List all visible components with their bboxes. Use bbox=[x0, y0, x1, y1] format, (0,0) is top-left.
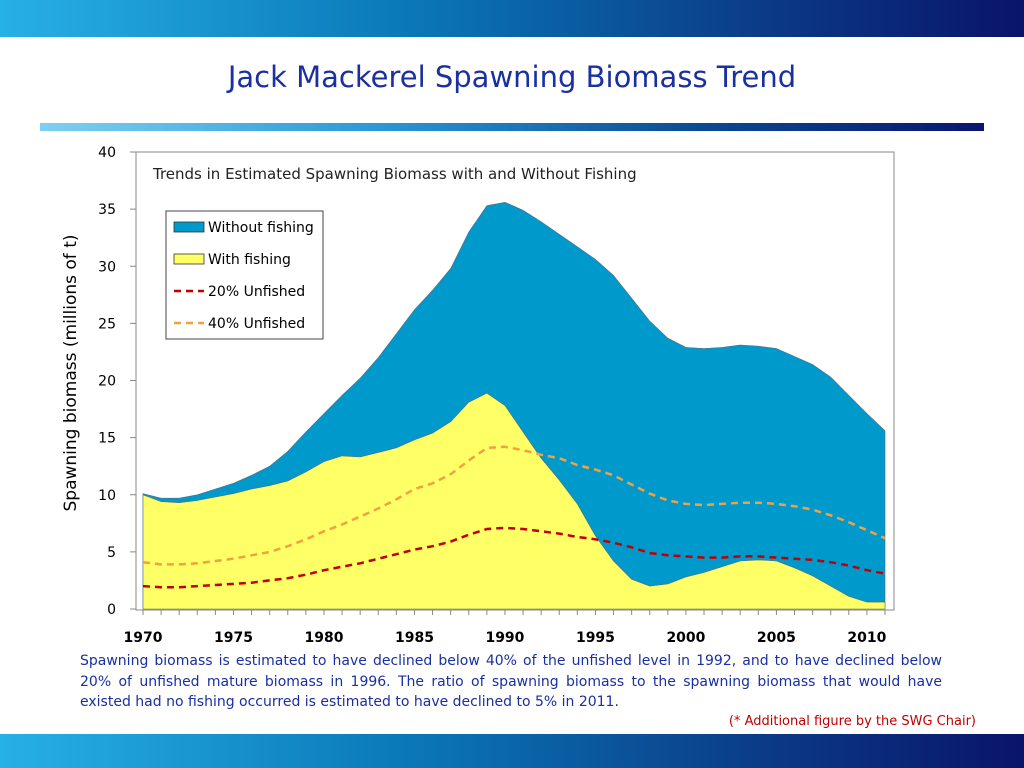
x-tick-label: 2000 bbox=[666, 630, 705, 646]
y-tick-label: 40 bbox=[98, 145, 116, 161]
biomass-chart: 0 5 10 15 20 25 30 35 40 1970 1975 1980 1985 1990 1995… bbox=[61, 145, 895, 646]
top-header-band bbox=[0, 0, 1024, 37]
line-layer bbox=[142, 445, 886, 589]
line-20pct-unfished bbox=[142, 526, 886, 589]
x-tick-label: 1990 bbox=[485, 630, 524, 646]
y-tick-label: 20 bbox=[98, 374, 116, 390]
bottom-footer-band bbox=[0, 734, 1024, 768]
y-tick-label: 5 bbox=[107, 545, 116, 561]
legend-label-with-fishing: With fishing bbox=[208, 252, 291, 268]
figure-credit: (* Additional figure by the SWG Chair) bbox=[728, 714, 976, 729]
x-tick-label: 1995 bbox=[576, 630, 615, 646]
y-axis-title: Spawning biomass (millions of t) bbox=[61, 235, 81, 512]
x-tick-label: 2005 bbox=[757, 630, 796, 646]
line-40pct-unfished bbox=[142, 445, 886, 566]
legend-swatch-without-fishing bbox=[173, 221, 205, 233]
axes-layer: 0 5 10 15 20 25 30 35 40 1970 1975 1980 1985 1990 1995… bbox=[98, 145, 894, 646]
x-tick-label: 1985 bbox=[395, 630, 434, 646]
legend-label-20pct-unfished: 20% Unfished bbox=[208, 284, 305, 300]
slide-title: Jack Mackerel Spawning Biomass Trend bbox=[227, 60, 797, 94]
legend: Without fishing With fishing 20% Unfished 4… bbox=[165, 210, 324, 340]
y-tick-label: 10 bbox=[98, 488, 116, 504]
y-tick-label: 0 bbox=[107, 602, 116, 618]
title-underline-bar bbox=[40, 123, 984, 131]
x-tick-label: 2010 bbox=[847, 630, 886, 646]
y-tick-label: 15 bbox=[98, 431, 116, 447]
x-tick-label: 1980 bbox=[304, 630, 343, 646]
x-tick-label: 1975 bbox=[214, 630, 253, 646]
area-with-fishing bbox=[142, 392, 886, 610]
legend-swatch-with-fishing bbox=[173, 253, 205, 265]
chart-title: Trends in Estimated Spawning Biomass wit… bbox=[152, 165, 637, 183]
y-tick-label: 25 bbox=[98, 316, 116, 332]
x-tick-label: 1970 bbox=[124, 630, 163, 646]
legend-label-40pct-unfished: 40% Unfished bbox=[208, 316, 305, 332]
y-tick-label: 30 bbox=[98, 259, 116, 275]
y-tick-label: 35 bbox=[98, 202, 116, 218]
area-layer bbox=[142, 201, 886, 610]
slide-caption: Spawning biomass is estimated to have de… bbox=[80, 653, 942, 710]
legend-label-without-fishing: Without fishing bbox=[208, 220, 314, 236]
